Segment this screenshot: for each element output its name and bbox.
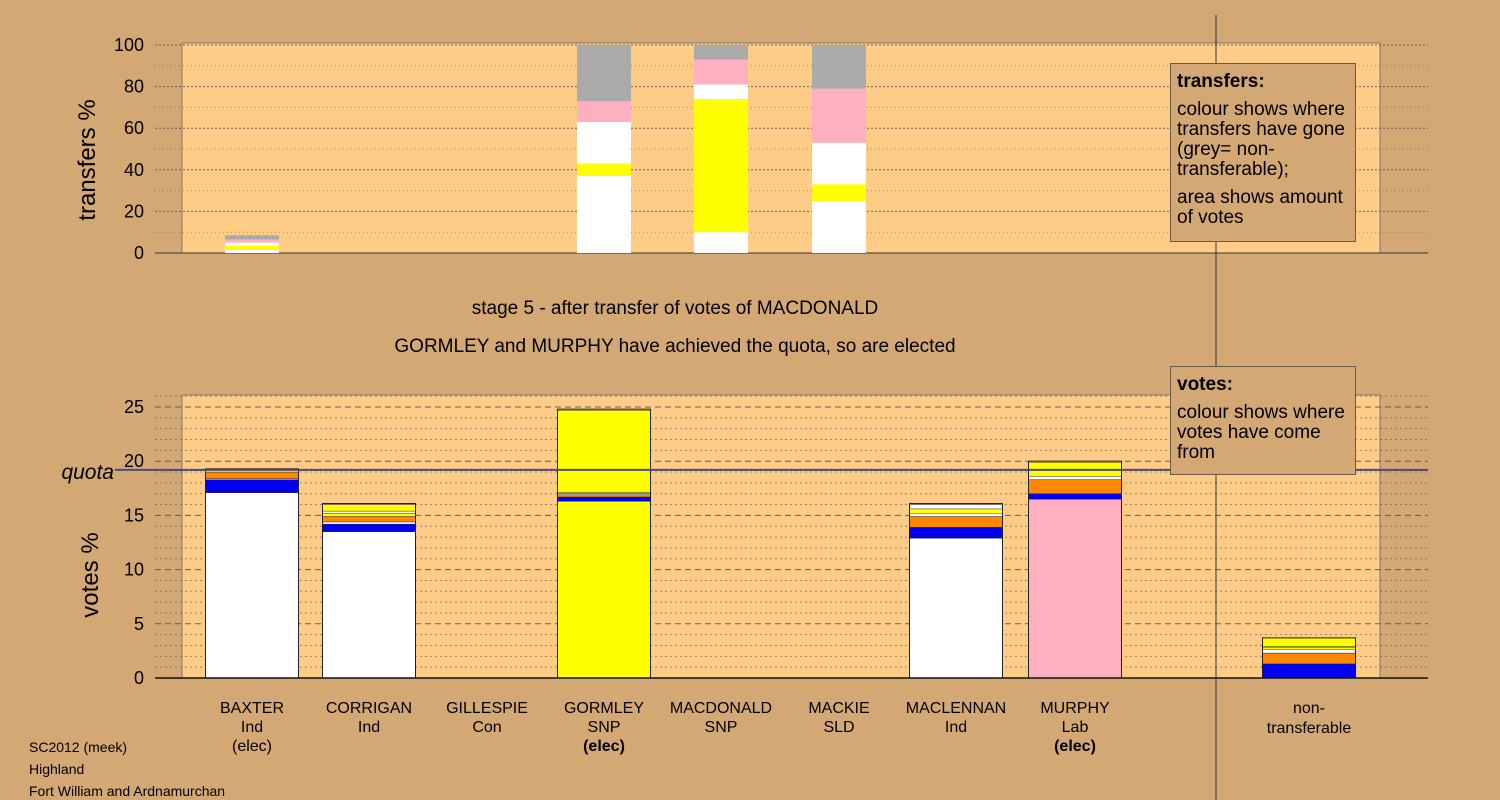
transfer-segment [577, 121, 631, 164]
nontransferable-label: transferable [1267, 720, 1352, 737]
transfers-tick-label: 80 [124, 77, 144, 97]
candidate-name-label: BAXTER [220, 700, 284, 717]
votes-tick-label: 20 [124, 451, 144, 471]
vote-segment [1028, 493, 1122, 500]
transfers-tick-label: 20 [124, 201, 144, 221]
nontransferable-label: non- [1293, 700, 1325, 717]
vote-segment [1262, 647, 1356, 651]
candidate-name-label: CORRIGAN [326, 700, 412, 717]
votes-tick-label: 25 [124, 397, 144, 417]
stage-subtitle: GORMLEY and MURPHY have achieved the quo… [394, 336, 956, 357]
transfers-legend-title: transfers: [1177, 71, 1265, 92]
vote-segment [1262, 652, 1356, 665]
vote-segment [1028, 498, 1122, 679]
votes-tick-label: 0 [134, 668, 144, 688]
vote-segment [1262, 637, 1356, 647]
transfer-segment [577, 163, 631, 177]
vote-segment [205, 471, 299, 479]
transfer-segment [225, 249, 279, 253]
vote-segment [1028, 479, 1122, 494]
transfers-tick-label: 0 [134, 243, 144, 263]
transfers-tick-label: 60 [124, 118, 144, 138]
transfers-tick-label: 40 [124, 160, 144, 180]
candidate-party-label: SNP [588, 719, 621, 736]
candidate-status-label: (elec) [232, 738, 272, 755]
footer-region: Highland [29, 761, 85, 777]
vote-segment [909, 537, 1003, 679]
vote-segment [205, 479, 299, 493]
vote-segment [909, 508, 1003, 514]
candidate-party-label: Ind [945, 719, 967, 736]
transfer-segment [225, 242, 279, 246]
transfer-segment [577, 101, 631, 122]
vote-segment [557, 494, 651, 498]
vote-segment [909, 527, 1003, 539]
transfer-segment [812, 184, 866, 201]
transfer-segment [694, 59, 748, 85]
stage-title: stage 5 - after transfer of votes of MAC… [471, 298, 879, 319]
votes-tick-label: 5 [134, 614, 144, 634]
vote-segment [909, 513, 1003, 517]
vote-segment [909, 516, 1003, 528]
vote-segment [322, 521, 416, 525]
candidate-party-label: Ind [241, 719, 263, 736]
transfer-segment [225, 245, 279, 250]
candidate-name-label: GORMLEY [564, 700, 644, 717]
votes-legend-title: votes: [1177, 374, 1233, 395]
transfers-axis-label: transfers % [74, 99, 101, 220]
footer-ward: Fort William and Ardnamurchan [29, 783, 226, 799]
candidate-name-label: MACLENNAN [906, 700, 1006, 717]
vote-segment [322, 510, 416, 514]
transfers-legend: transfers: colour shows where transfers … [1170, 63, 1356, 242]
vote-segment [322, 523, 416, 532]
transfer-segment [694, 45, 748, 60]
candidate-party-label: SLD [823, 719, 854, 736]
transfer-segment [694, 99, 748, 233]
transfer-segment [577, 45, 631, 102]
transfer-segment [225, 239, 279, 243]
candidate-name-label: MACKIE [808, 700, 869, 717]
transfer-segment [812, 142, 866, 185]
vote-segment [322, 531, 416, 679]
vote-segment [557, 501, 651, 679]
vote-segment [322, 513, 416, 517]
transfer-segment [694, 84, 748, 100]
footer-election: SC2012 (meek) [29, 739, 128, 755]
quota-label: quota [61, 461, 114, 484]
candidate-party-label: SNP [705, 719, 738, 736]
vote-segment [1262, 663, 1356, 679]
transfer-segment [812, 45, 866, 89]
votes-tick-label: 15 [124, 505, 144, 525]
vote-segment [1262, 649, 1356, 654]
candidate-name-label: MURPHY [1040, 700, 1110, 717]
transfer-segment [577, 176, 631, 253]
votes-legend-text: colour shows where votes have come from [1177, 402, 1345, 463]
vote-segment [557, 410, 651, 493]
vote-segment [1028, 476, 1122, 480]
candidate-status-label: (elec) [583, 738, 625, 755]
candidate-status-label: (elec) [1054, 738, 1096, 755]
transfers-legend-area-text: area shows amount of votes [1177, 187, 1343, 228]
vote-segment [557, 496, 651, 502]
candidate-name-label: GILLESPIE [446, 700, 528, 717]
transfers-legend-text: colour shows where transfers have gone (… [1177, 99, 1345, 180]
votes-axis-label: votes % [77, 532, 104, 617]
vote-segment [322, 504, 416, 512]
candidate-name-label: MACDONALD [670, 700, 772, 717]
vote-segment [909, 504, 1003, 510]
transfer-segment [812, 88, 866, 143]
candidate-party-label: Ind [358, 719, 380, 736]
votes-legend: votes: colour shows where votes have com… [1170, 366, 1356, 475]
votes-tick-label: 10 [124, 560, 144, 580]
candidate-party-label: Lab [1062, 719, 1089, 736]
vote-segment [322, 516, 416, 523]
candidate-party-label: Con [472, 719, 501, 736]
transfers-tick-label: 100 [114, 35, 144, 55]
transfer-segment [812, 201, 866, 253]
vote-segment [205, 492, 299, 679]
transfer-segment [694, 232, 748, 253]
transfer-segment [225, 235, 279, 240]
